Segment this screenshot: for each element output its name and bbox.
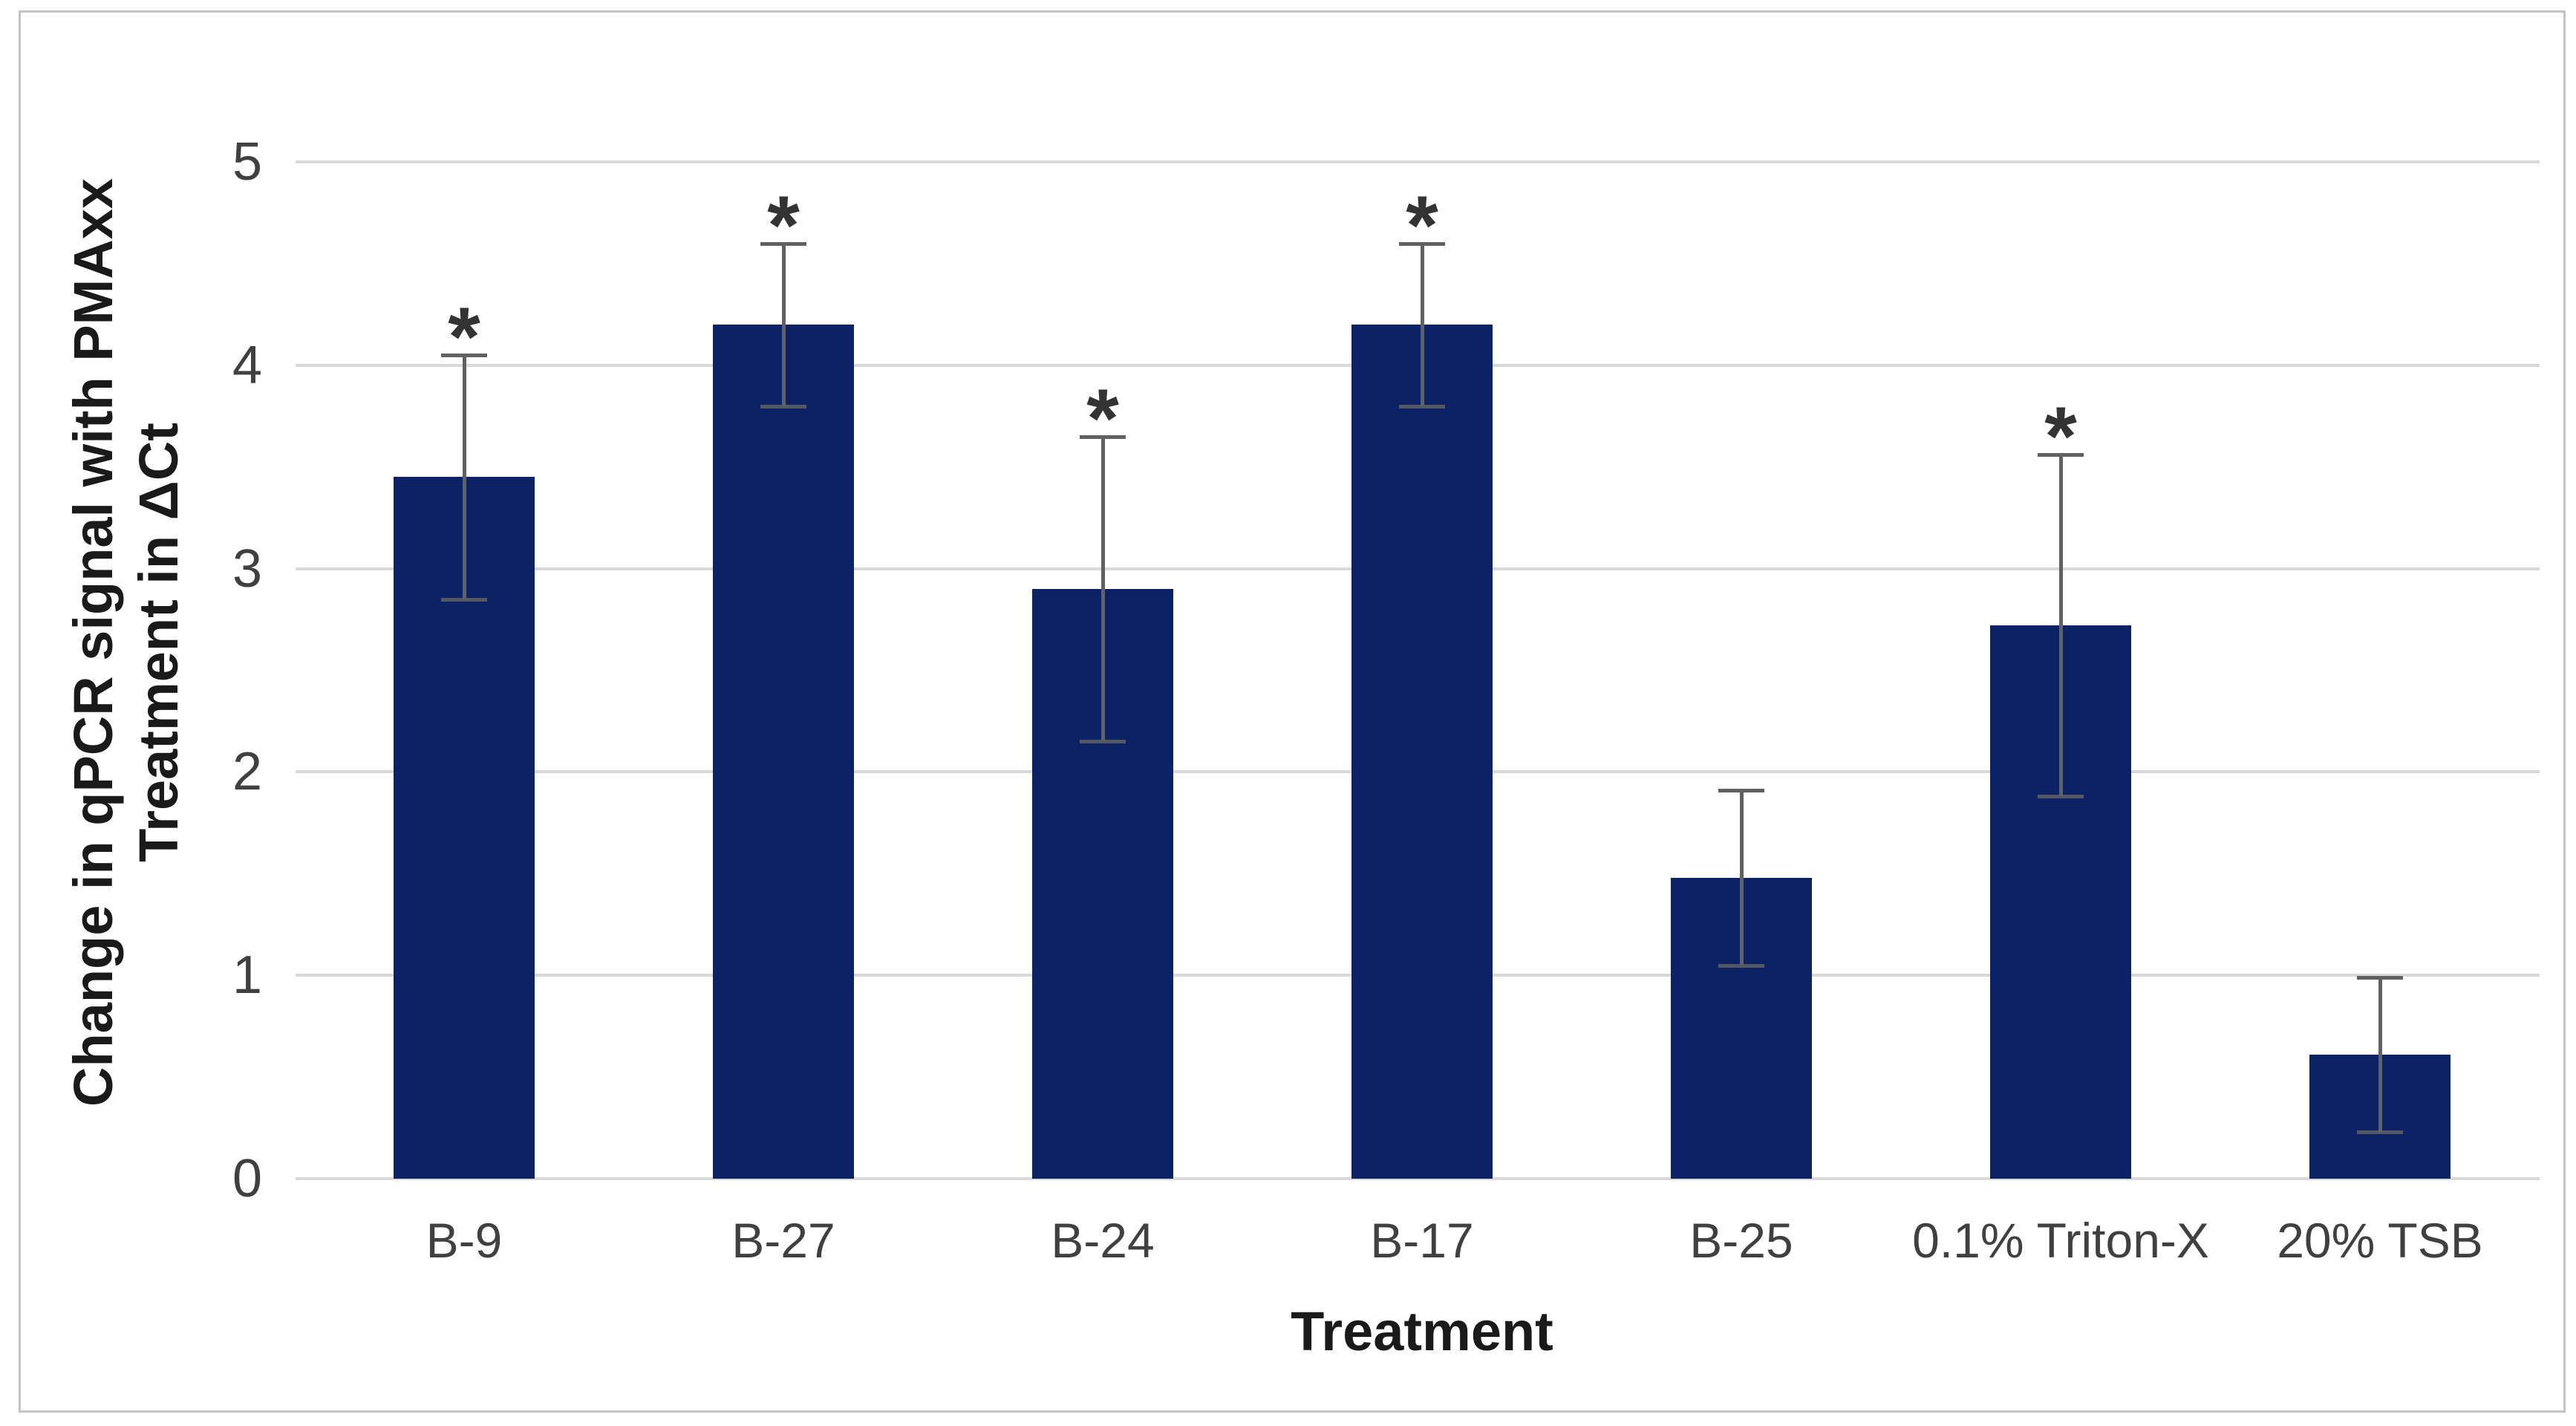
x-category-label-0-1-triton-x: 0.1% Triton-X: [1912, 1213, 2209, 1268]
x-axis-title: Treatment: [1291, 1300, 1553, 1362]
error-bar-cap-bottom-b-25: [1718, 963, 1764, 968]
significance-marker-b-24: *: [1086, 371, 1119, 465]
error-bar-line-b-27: [781, 243, 786, 406]
error-bar-cap-top-b-25: [1718, 789, 1764, 793]
error-bar-cap-top-0-1-triton-x: [2038, 453, 2084, 458]
x-category-label-20-tsb: 20% TSB: [2277, 1213, 2483, 1268]
error-bar-line-b-17: [1420, 243, 1424, 406]
y-gridline-0: [296, 1177, 2540, 1180]
error-bar-cap-top-b-27: [760, 241, 806, 246]
y-tick-label-0: 0: [232, 1149, 262, 1208]
error-bar-line-0-1-triton-x: [2058, 455, 2063, 797]
y-axis-title-line2: Treatment in ΔCt: [128, 423, 189, 862]
error-bar-cap-top-b-17: [1399, 241, 1445, 246]
y-tick-label-5: 5: [232, 132, 262, 192]
x-category-label-b-9: B-9: [425, 1213, 503, 1268]
y-tick-label-1: 1: [232, 945, 262, 1006]
y-tick-label-3: 3: [232, 538, 262, 599]
error-bar-line-20-tsb: [2378, 977, 2382, 1133]
y-gridline-5: [296, 160, 2540, 163]
error-bar-cap-bottom-b-27: [760, 404, 806, 408]
x-category-label-b-24: B-24: [1051, 1213, 1155, 1268]
error-bar-cap-top-b-24: [1080, 434, 1126, 439]
bar-b-27: [713, 325, 854, 1179]
error-bar-cap-bottom-b-17: [1399, 404, 1445, 408]
error-bar-cap-bottom-20-tsb: [2357, 1130, 2403, 1135]
y-tick-label-2: 2: [232, 742, 262, 802]
y-axis-title-line1: Change in qPCR signal with PMAxx: [62, 178, 124, 1107]
error-bar-line-b-25: [1739, 790, 1744, 966]
error-bar-line-b-9: [462, 355, 466, 599]
significance-marker-b-17: *: [1406, 178, 1438, 272]
significance-marker-b-27: *: [767, 178, 800, 272]
significance-marker-b-9: *: [448, 290, 480, 384]
x-category-label-b-27: B-27: [731, 1213, 835, 1268]
error-bar-cap-bottom-b-9: [441, 597, 487, 602]
y-tick-label-4: 4: [232, 335, 262, 395]
y-axis-title: Change in qPCR signal with PMAxx Treatme…: [45, 85, 208, 1199]
x-category-label-b-25: B-25: [1689, 1213, 1793, 1268]
error-bar-line-b-24: [1100, 436, 1105, 742]
x-category-label-b-17: B-17: [1370, 1213, 1474, 1268]
error-bar-cap-top-20-tsb: [2357, 975, 2403, 980]
error-bar-cap-bottom-b-24: [1080, 740, 1126, 744]
error-bar-cap-top-b-9: [441, 354, 487, 358]
error-bar-cap-bottom-0-1-triton-x: [2038, 795, 2084, 799]
bar-b-17: [1351, 325, 1493, 1179]
significance-marker-0-1-triton-x: *: [2044, 390, 2077, 484]
